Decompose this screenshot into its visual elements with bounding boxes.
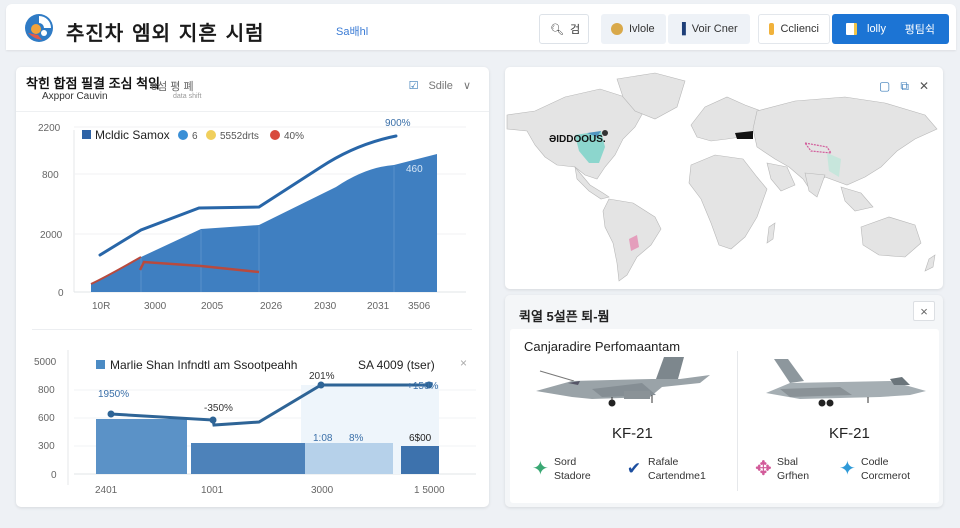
svg-text:+150%: +150% bbox=[407, 381, 439, 392]
map-location-label: ƏIDDOOUS. bbox=[549, 134, 606, 145]
collapse-icon[interactable]: ✕ bbox=[918, 79, 929, 93]
edit-icon[interactable]: ☑ bbox=[408, 80, 419, 92]
bottom-chart-legend: Marlie Shan Infndtl am Ssootpeahh bbox=[110, 358, 297, 372]
jet-image-2 bbox=[766, 359, 926, 407]
search-button[interactable]: 🔍︎ 검 bbox=[539, 14, 589, 44]
peak-annotation: 900% bbox=[385, 118, 411, 129]
check-icon: ✔ bbox=[626, 459, 642, 478]
search-icon: 🔍︎ bbox=[550, 23, 564, 36]
jet-name-1: KF-21 bbox=[612, 425, 653, 442]
bookmark-icon: ▐ bbox=[678, 23, 686, 35]
svg-text:2200: 2200 bbox=[38, 123, 61, 134]
notice-label: Ivlole bbox=[629, 23, 655, 35]
primary-action-button[interactable]: lolly 평팀쉭 bbox=[832, 14, 949, 44]
world-map[interactable]: ƏIDDOOUS. bbox=[505, 67, 943, 289]
svg-text:2000: 2000 bbox=[40, 230, 63, 241]
svg-text:2030: 2030 bbox=[314, 301, 337, 312]
svg-text:0: 0 bbox=[58, 288, 64, 299]
style-select[interactable]: Sdile bbox=[428, 79, 453, 92]
app-logo-icon bbox=[25, 14, 53, 42]
bottom-bar-chart: 5000 800 600 300 0 1950% -350% 201% +150… bbox=[34, 350, 476, 496]
spec-item: ✦ Codle Corcmerot bbox=[839, 456, 911, 482]
svg-text:2026: 2026 bbox=[260, 301, 283, 312]
svg-text:1 5000: 1 5000 bbox=[414, 485, 445, 496]
top-area-chart: 2200 800 2000 0 900% 460 Mcldic Samox 6 … bbox=[38, 118, 466, 312]
comparison-heading: Canjaradire Perfomaantam bbox=[524, 339, 681, 354]
svg-text:2031: 2031 bbox=[367, 301, 390, 312]
svg-text:1001: 1001 bbox=[201, 485, 224, 496]
svg-text:201%: 201% bbox=[309, 371, 335, 382]
primary-left-label: lolly bbox=[867, 23, 886, 35]
sparkle-icon: ✦ bbox=[532, 458, 549, 480]
primary-right-label: 평팀쉭 bbox=[904, 24, 935, 36]
area-end-annotation: 460 bbox=[406, 164, 423, 175]
svg-text:800: 800 bbox=[38, 385, 55, 396]
spec-item: ✦ Sord Stadore bbox=[532, 456, 591, 482]
document-icon bbox=[846, 23, 857, 35]
folder-icon bbox=[769, 23, 775, 35]
legend-label-1: 6 bbox=[192, 131, 198, 142]
chart-panel-controls[interactable]: ☑ Sdile ∨ bbox=[408, 79, 471, 93]
chart-panel-meta: 8섬 평 폐 bbox=[151, 81, 194, 93]
chart-panel-meta-small: data shift bbox=[173, 93, 202, 100]
chevron-down-icon[interactable]: ∨ bbox=[462, 80, 471, 92]
notice-button[interactable]: Ivlole bbox=[601, 14, 666, 44]
close-button[interactable]: × bbox=[913, 301, 935, 321]
user-button[interactable]: ▐ Voir Cner bbox=[668, 14, 750, 44]
coin-icon bbox=[611, 23, 623, 35]
bottom-chart-right-label: SA 4009 (tser) bbox=[358, 358, 435, 372]
user-label: Voir Cner bbox=[691, 23, 738, 35]
svg-text:600: 600 bbox=[38, 413, 55, 424]
legend-label-0: Mcldic Samox bbox=[95, 128, 170, 142]
jet-image-1 bbox=[536, 357, 710, 407]
world-map-panel: ƏIDDOOUS. ▢ ⧉ ✕ bbox=[505, 67, 943, 289]
svg-text:1950%: 1950% bbox=[98, 389, 129, 400]
svg-text:-350%: -350% bbox=[204, 403, 233, 414]
top-chart-legend: Mcldic Samox 6 5552drts 40% bbox=[82, 128, 304, 142]
legend-label-2: 5552drts bbox=[220, 131, 259, 142]
chart-panel-title: 착힌 합점 필결 조심 척잌 bbox=[26, 76, 161, 91]
top-header: 추진차 엠외 지흔 시럼 Sa배hl 🔍︎ 검 Ivlole ▐ Voir Cn… bbox=[6, 4, 956, 50]
svg-text:2401: 2401 bbox=[95, 485, 118, 496]
bottom-chart-x-axis: 2401 1001 3000 1 5000 bbox=[95, 485, 445, 496]
spec-item: ✥ Sbal Grfhen bbox=[755, 456, 810, 482]
diamond-star-icon: ✦ bbox=[839, 458, 856, 480]
svg-text:10R: 10R bbox=[92, 301, 110, 312]
top-chart-x-axis: 10R 3000 2005 2026 2030 2031 3506 bbox=[92, 301, 431, 312]
spec-item: ✔ Rafale Cartendme1 bbox=[626, 456, 706, 482]
chart-panel-subtitle: Axppor Cauvin bbox=[42, 91, 108, 102]
comparison-body: Canjaradire Perfomaantam KF-21 KF-21 bbox=[510, 329, 939, 503]
comparison-panel: 퀵열 5설픈 퇴-뭠 × Canjaradire Perfomaantam KF… bbox=[505, 295, 943, 507]
search-label: 검 bbox=[569, 24, 581, 36]
flower-icon: ✥ bbox=[755, 458, 772, 480]
map-controls: ▢ ⧉ ✕ bbox=[879, 79, 929, 94]
svg-text:6$00: 6$00 bbox=[409, 433, 432, 444]
expand-icon[interactable]: ⧉ bbox=[900, 79, 909, 93]
svg-text:800: 800 bbox=[42, 170, 59, 181]
header-link[interactable]: Sa배hl bbox=[336, 26, 369, 38]
svg-text:1:08: 1:08 bbox=[313, 433, 333, 444]
app-title: 추진차 엠외 지흔 시럼 bbox=[66, 21, 265, 45]
svg-text:3506: 3506 bbox=[408, 301, 431, 312]
svg-text:300: 300 bbox=[38, 441, 55, 452]
svg-text:0: 0 bbox=[51, 470, 57, 481]
schema-label: Cclienci bbox=[780, 23, 819, 35]
svg-text:2005: 2005 bbox=[201, 301, 224, 312]
comparison-divider bbox=[737, 351, 738, 491]
svg-text:5000: 5000 bbox=[34, 357, 57, 368]
svg-text:8%: 8% bbox=[349, 433, 364, 444]
svg-text:3000: 3000 bbox=[144, 301, 167, 312]
jet-name-2: KF-21 bbox=[829, 425, 870, 442]
svg-text:3000: 3000 bbox=[311, 485, 334, 496]
comparison-panel-title: 퀵열 5설픈 퇴-뭠 bbox=[519, 309, 610, 324]
legend-label-3: 40% bbox=[284, 131, 304, 142]
chart-panel-header: 착힌 합점 필결 조심 척잌 Axppor Cauvin 8섬 평 폐 data… bbox=[16, 67, 489, 112]
chart-panel: 착힌 합점 필결 조심 척잌 Axppor Cauvin 8섬 평 폐 data… bbox=[16, 67, 489, 507]
chart-divider bbox=[32, 329, 472, 330]
schema-button[interactable]: Cclienci bbox=[758, 14, 830, 44]
frame-icon[interactable]: ▢ bbox=[879, 79, 891, 93]
bottom-chart-close-icon[interactable]: × bbox=[460, 356, 467, 370]
bottom-chart-annotations: 1950% -350% 201% +150% 1:08 8% 6$00 bbox=[98, 371, 439, 444]
